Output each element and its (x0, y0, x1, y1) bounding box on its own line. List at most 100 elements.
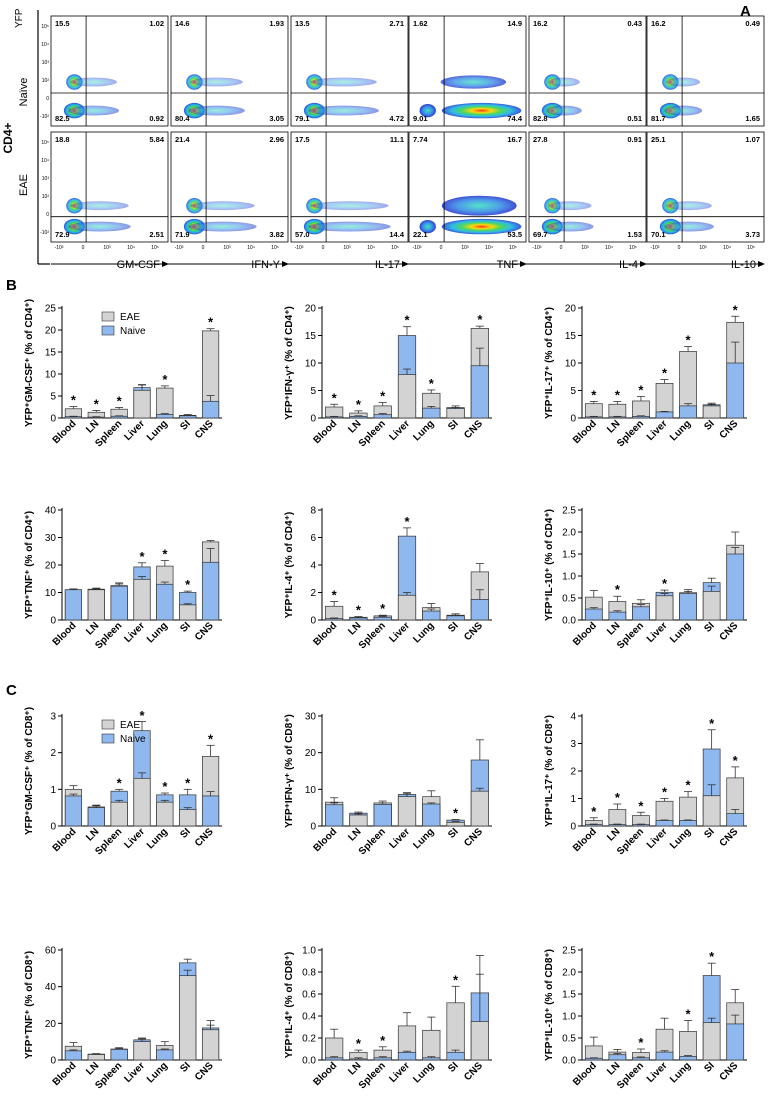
y-tick-label: 1.5 (562, 990, 576, 1001)
bar-naive (726, 1023, 745, 1061)
bar-naive (584, 416, 603, 419)
quadrant-lr-value: 53.5 (507, 230, 522, 239)
x-tick-label: LN (605, 620, 622, 637)
y-tick-label: 15 (565, 331, 577, 342)
significance-star: * (733, 302, 739, 317)
x-tick-label: LN (84, 620, 101, 637)
flow-x-tick: 10⁴ (247, 245, 255, 251)
bar-naive (373, 804, 392, 827)
x-tick-label: Spleen (357, 620, 388, 651)
bar-naive (655, 411, 674, 419)
flow-y-tick: 10² (42, 78, 50, 84)
panel-label-a: A (740, 3, 751, 20)
flow-y-tick: 10⁵ (41, 24, 49, 30)
axis-arrow-head (758, 261, 765, 267)
bar-naive (325, 618, 344, 621)
y-tick-label: 15 (45, 348, 57, 359)
x-tick-label: CNS (718, 1060, 741, 1083)
bar-naive (632, 416, 650, 419)
quadrant-lr-value: 0.51 (627, 114, 642, 123)
y-tick-label: 20 (305, 304, 317, 315)
y-tick-label: 5 (570, 386, 576, 397)
bar-eae (179, 975, 197, 1061)
significance-star: * (185, 775, 191, 790)
x-tick-label: SI (178, 826, 193, 841)
significance-star: * (709, 949, 715, 964)
flow-x-tick: 10³ (103, 245, 111, 251)
significance-star: * (686, 1006, 692, 1021)
bar-eae (584, 403, 603, 419)
y-tick-label: 1.0 (302, 946, 316, 957)
bar-eae (349, 814, 368, 827)
x-tick-label: Lung (668, 826, 693, 851)
x-tick-label: LN (84, 418, 101, 435)
bar-naive (422, 610, 441, 621)
y-tick-label: 0.0 (562, 616, 576, 627)
x-tick-label: Lung (411, 826, 436, 851)
bar-naive (87, 807, 105, 827)
significance-star: * (162, 779, 168, 794)
x-tick-label: Spleen (615, 826, 646, 857)
x-tick-label: Spleen (357, 826, 388, 857)
y-axis-label: YFP⁺TNF⁺ (% of CD4⁺) (24, 511, 35, 619)
x-tick-label: CNS (718, 418, 741, 441)
quadrant-ul-value: 13.5 (295, 19, 310, 28)
y-tick-label: 20 (45, 561, 57, 572)
y-tick-label: 0.2 (302, 1034, 316, 1045)
quadrant-ll-value: 71.9 (175, 230, 190, 239)
quadrant-ul-value: 14.6 (175, 19, 190, 28)
significance-star: * (356, 1036, 362, 1051)
bar-eae (87, 589, 105, 621)
bar-naive (422, 803, 441, 827)
quadrant-ul-value: 7.74 (413, 135, 428, 144)
bar-naive (325, 416, 344, 419)
y-axis-label: YFP⁺IL-4⁺ (% of CD4⁺) (284, 512, 295, 618)
y-tick-label: 3 (50, 712, 56, 723)
bar-naive (179, 415, 197, 419)
y-axis-label: YFP⁺GM-CSF⁺ (% of CD8⁺) (24, 707, 35, 835)
significance-star: * (332, 390, 338, 405)
quadrant-ll-value: 22.1 (413, 230, 428, 239)
density-cloud (419, 104, 436, 118)
y-tick-label: 1 (50, 785, 56, 796)
significance-star: * (162, 372, 168, 387)
bar-eae (608, 809, 627, 827)
flow-x-axis-label: IL-4 (619, 259, 638, 271)
y-tick-label: 40 (45, 506, 57, 517)
x-tick-label: Liver (387, 620, 412, 645)
density-cloud (666, 201, 712, 211)
bar-eae (397, 796, 417, 827)
flow-x-tick: 10⁵ (151, 245, 159, 251)
x-tick-label: LN (346, 620, 363, 637)
bar-eae (702, 405, 721, 419)
bar-eae (702, 591, 721, 621)
x-tick-label: LN (84, 826, 101, 843)
x-tick-label: Liver (122, 620, 147, 645)
bar-naive (156, 583, 174, 621)
quadrant-ll-value: 69.7 (533, 230, 548, 239)
significance-star: * (71, 393, 77, 408)
significance-star: * (356, 397, 362, 412)
y-tick-label: 1 (570, 794, 576, 805)
bar-naive (584, 824, 603, 827)
quadrant-ll-value: 79.1 (295, 114, 310, 123)
y-axis-label: YFP⁺TNF⁺ (% of CD8⁺) (24, 951, 35, 1059)
quadrant-ur-value: 5.84 (149, 135, 164, 144)
density-cloud (546, 221, 594, 232)
x-tick-label: Lung (145, 620, 170, 645)
flow-x-tick: 0 (440, 245, 443, 251)
y-axis-label: YFP⁺IFN-γ⁺ (% of CD4⁺) (284, 306, 295, 420)
bar-naive (422, 1057, 441, 1061)
y-tick-label: 8 (310, 506, 316, 517)
quadrant-ul-value: 16.2 (651, 19, 666, 28)
y-tick-label: 0.6 (302, 990, 316, 1001)
bar-eae (446, 408, 465, 419)
bar-naive (726, 553, 745, 621)
y-tick-label: 30 (45, 533, 57, 544)
flow-x-tick: 10⁴ (367, 245, 375, 251)
y-tick-label: 0.5 (562, 594, 576, 605)
significance-star: * (404, 514, 410, 529)
